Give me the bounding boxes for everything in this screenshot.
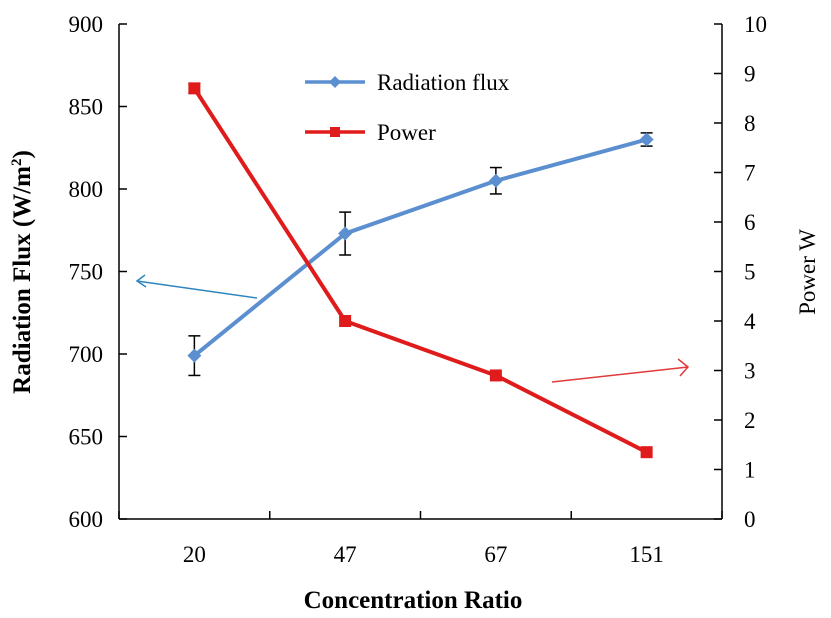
x-tick-label: 67 <box>484 542 507 567</box>
data-point-power <box>640 446 653 459</box>
right-tick-label: 7 <box>744 161 756 186</box>
y2-axis-title: Power W <box>795 229 820 315</box>
y-axis-title-close: ) <box>9 150 36 158</box>
series-line-power <box>192 87 648 454</box>
legend: Radiation flux Power <box>305 70 510 145</box>
right-tick-label: 8 <box>744 111 756 136</box>
right-tick-label: 9 <box>744 62 756 87</box>
left-axis-ticks: 600 650 700 750 800 850 900 <box>69 12 127 532</box>
right-tick-label: 4 <box>744 309 756 334</box>
data-point-power <box>339 315 352 327</box>
data-point-power <box>489 369 502 382</box>
right-axis-arrow <box>551 366 689 383</box>
left-tick-label: 800 <box>69 177 104 202</box>
legend-label-radiation-flux: Radiation flux <box>377 70 510 95</box>
right-axis-arrow-head <box>677 358 690 377</box>
y-axis-title: Radiation Flux (W/m2) <box>9 150 36 394</box>
left-axis-arrow-head <box>135 274 147 288</box>
right-axis-ticks: 0 1 2 3 4 5 6 7 8 9 10 <box>714 12 767 532</box>
right-tick-label: 3 <box>744 359 756 384</box>
right-tick-label: 6 <box>744 210 756 235</box>
legend-label-power: Power <box>377 120 436 145</box>
left-axis-arrow <box>136 280 258 299</box>
left-tick-label: 900 <box>69 12 104 37</box>
data-point-radiation-flux <box>639 132 654 147</box>
left-tick-label: 850 <box>69 95 104 120</box>
data-point-power <box>188 82 201 95</box>
data-point-radiation-flux <box>488 173 503 188</box>
left-tick-label: 700 <box>69 342 104 367</box>
left-tick-label: 650 <box>69 425 104 450</box>
legend-item-radiation-flux: Radiation flux <box>305 70 510 95</box>
right-tick-label: 1 <box>744 458 756 483</box>
x-tick-label: 20 <box>183 542 206 567</box>
data-point-radiation-flux <box>338 226 353 241</box>
y-axis-title-sup: 2 <box>9 159 25 167</box>
x-tick-label: 47 <box>334 542 357 567</box>
right-tick-label: 5 <box>744 260 756 285</box>
annotations <box>135 274 690 383</box>
y-axis-title-main: Radiation Flux (W/m <box>9 166 36 394</box>
x-axis-title: Concentration Ratio <box>304 587 523 614</box>
data-point-radiation-flux <box>187 348 202 363</box>
series-power <box>188 82 653 459</box>
legend-marker-radiation-flux <box>329 76 341 88</box>
series-layer <box>187 82 654 459</box>
right-tick-label: 10 <box>744 12 767 37</box>
left-tick-label: 750 <box>69 260 104 285</box>
x-axis-ticks: 20 47 67 151 <box>118 511 723 567</box>
legend-item-power: Power <box>305 120 436 145</box>
series-radiation-flux <box>187 132 654 377</box>
right-tick-label: 2 <box>744 408 756 433</box>
series-line-radiation-flux <box>193 137 648 358</box>
right-tick-label: 0 <box>744 507 756 532</box>
left-tick-label: 600 <box>69 507 104 532</box>
x-tick-label: 151 <box>629 542 664 567</box>
legend-marker-power <box>330 127 340 137</box>
